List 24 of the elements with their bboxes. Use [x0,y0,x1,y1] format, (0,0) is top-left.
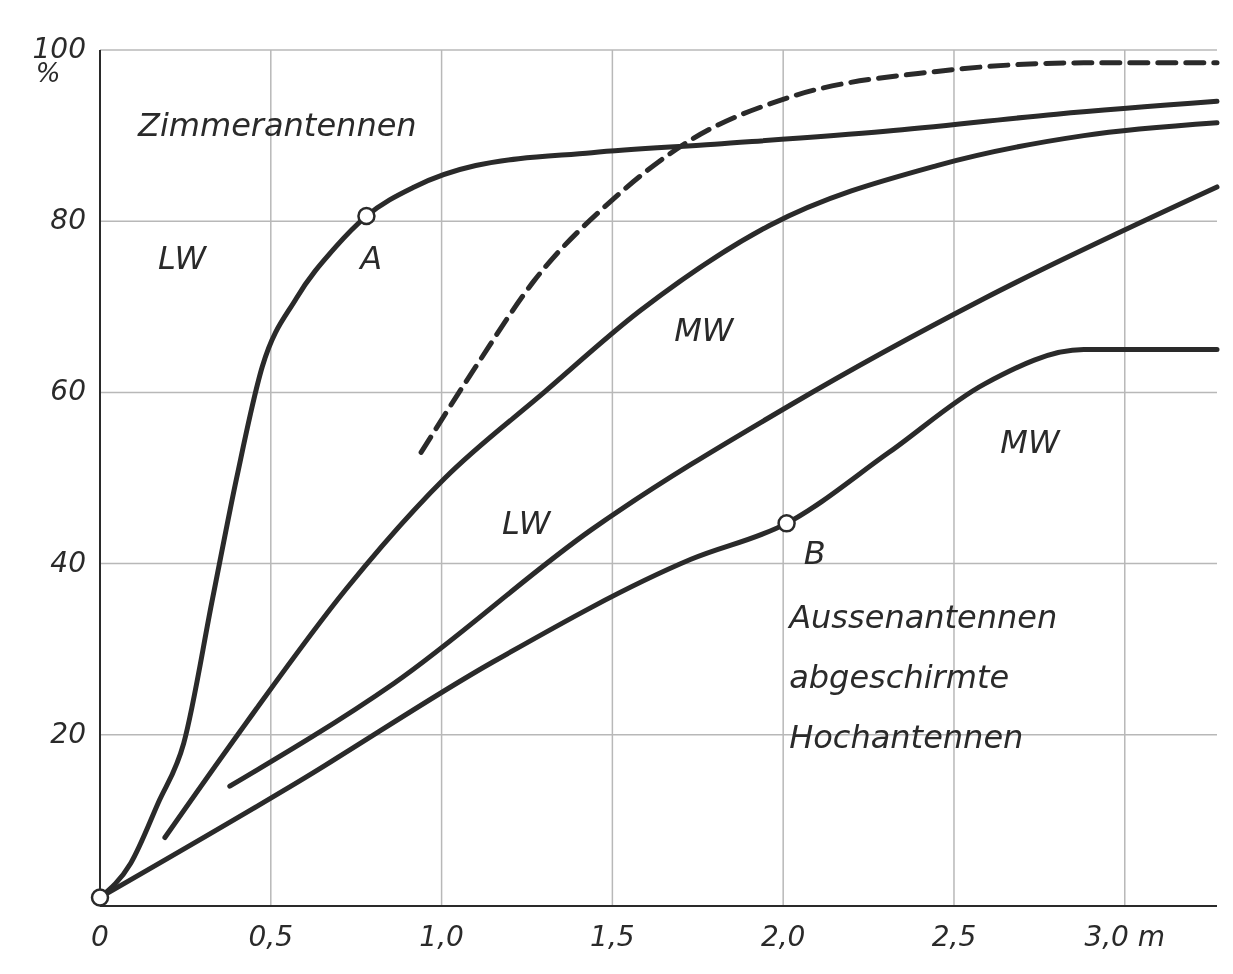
annotation: Hochantennen [789,718,1024,757]
annotation: MW [1000,422,1061,461]
point [357,206,376,226]
x-tick-label: 2,0 [760,920,806,953]
annotation: LW [502,504,552,543]
x-tick-label: 0,5 [248,920,294,953]
annotation: A [358,238,383,277]
y-tick-label: 80 [50,203,86,237]
y-tick-label: 60 [50,374,86,408]
annotation: Zimmerantennen [136,106,417,145]
annotation: B [803,534,826,573]
x-tick-label: 1,5 [590,920,635,953]
x-tick-label: 2,5 [931,920,977,953]
y-tick-label: 40 [50,545,86,579]
x-tick-label: 1,0 [419,920,464,953]
annotation: MW [674,311,735,350]
annotation: LW [158,238,208,277]
annotation: abgeschirmte [789,658,1010,697]
point [777,514,796,533]
annotation: Aussenantennen [787,598,1058,637]
x-tick-label: 0 [91,920,109,953]
y-tick-label: 20 [50,716,86,750]
point [90,888,110,907]
x-tick-label: 3,0 m [1084,920,1166,953]
